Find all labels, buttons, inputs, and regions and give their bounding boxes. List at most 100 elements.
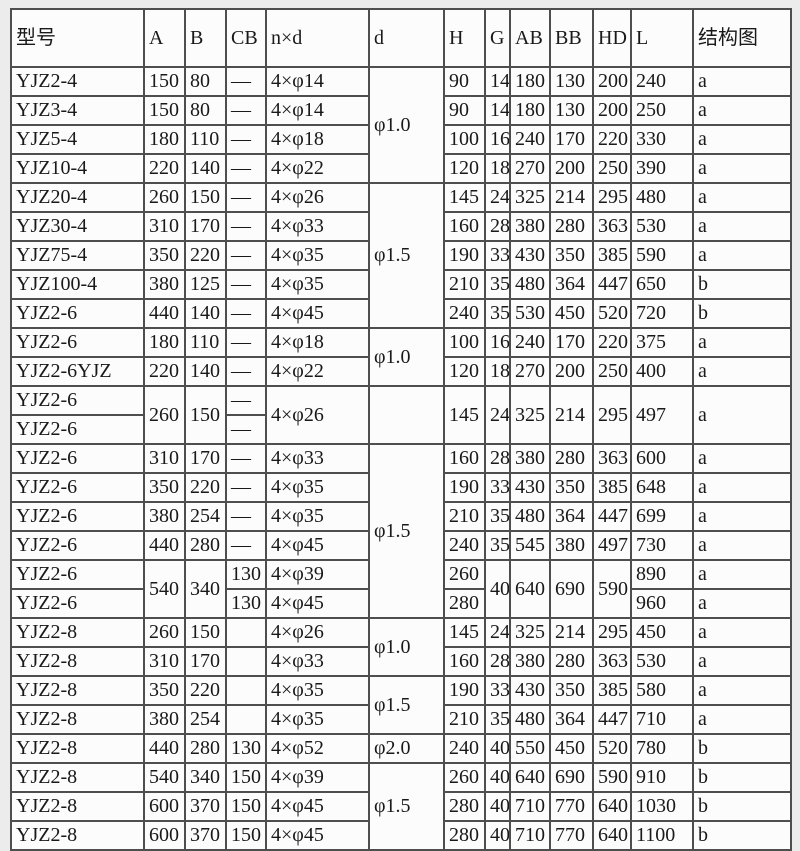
spec-table: 型号 A B CB n×d d H G AB BB HD L 结构图 YJZ2-4 150 80—4×φ14…: [10, 8, 792, 851]
table-cell: 350: [143, 472, 186, 503]
table-cell: 430: [509, 675, 551, 706]
table-cell: 447: [592, 704, 632, 735]
table-cell: 24: [484, 182, 511, 213]
table-row: YJZ5-4 180 110—4×φ18 100 16 240 170 220 330 a: [10, 124, 792, 155]
table-cell: 210: [443, 269, 486, 300]
table-cell: 710: [509, 791, 551, 822]
table-cell: 260: [143, 182, 186, 213]
table-cell: 450: [630, 617, 694, 648]
table-cell: a: [692, 646, 792, 677]
table-cell: 280: [549, 646, 594, 677]
model-cell: YJZ2-8: [10, 646, 145, 677]
table-cell: a: [692, 124, 792, 155]
table-cell: 590: [592, 559, 632, 619]
table-cell: 380: [509, 211, 551, 242]
table-cell: 770: [549, 820, 594, 851]
table-cell: 140: [184, 298, 227, 329]
table-cell: 24: [484, 385, 511, 445]
table-cell: 250: [592, 356, 632, 387]
table-cell: 1100: [630, 820, 694, 851]
table-row: YJZ2-6 350 220—4×φ35 190 33 430 350 385 648 a: [10, 472, 792, 503]
table-cell: 350: [549, 675, 594, 706]
table-cell: 80: [184, 66, 227, 97]
table-cell: 125: [184, 269, 227, 300]
model-cell: YJZ10-4: [10, 153, 145, 184]
table-cell: 4×φ33: [265, 646, 370, 677]
table-cell: 35: [484, 704, 511, 735]
table-cell: 364: [549, 704, 594, 735]
table-row: YJZ2-8 380 254 4×φ35 210 35 480 364 447 710 a: [10, 704, 792, 735]
table-cell: —: [225, 95, 267, 126]
table-cell: φ1.0: [368, 327, 445, 387]
table-cell: 280: [549, 211, 594, 242]
table-cell: 325: [509, 385, 551, 445]
table-cell: 600: [630, 443, 694, 474]
table-cell: a: [692, 588, 792, 619]
table-cell: 545: [509, 530, 551, 561]
table-cell: 33: [484, 675, 511, 706]
table-cell: 170: [549, 327, 594, 358]
table-cell: 240: [509, 124, 551, 155]
table-cell: 910: [630, 762, 694, 793]
table-cell: φ2.0: [368, 733, 445, 764]
table-cell: 400: [630, 356, 694, 387]
table-cell: 380: [509, 443, 551, 474]
table-cell: 4×φ45: [265, 588, 370, 619]
table-cell: 770: [549, 791, 594, 822]
table-cell: 4×φ39: [265, 559, 370, 590]
table-cell: 480: [509, 269, 551, 300]
table-cell: 370: [184, 820, 227, 851]
table-cell: 240: [443, 530, 486, 561]
table-cell: 640: [592, 791, 632, 822]
table-cell: φ1.5: [368, 762, 445, 851]
table-cell: [225, 704, 267, 735]
table-cell: 4×φ35: [265, 472, 370, 503]
table-cell: 40: [484, 762, 511, 793]
table-cell: 210: [443, 704, 486, 735]
table-cell: 590: [630, 240, 694, 271]
table-cell: a: [692, 443, 792, 474]
model-cell: YJZ2-6: [10, 501, 145, 532]
table-cell: 150: [184, 617, 227, 648]
column-header: HD: [592, 8, 632, 68]
table-cell: 180: [143, 327, 186, 358]
table-cell: [225, 617, 267, 648]
table-row: YJZ100-4 380 125—4×φ35 210 35 480 364 447 650 b: [10, 269, 792, 300]
header-row: 型号 A B CB n×d d H G AB BB HD L 结构图: [10, 8, 792, 68]
table-cell: 200: [592, 66, 632, 97]
table-cell: 200: [592, 95, 632, 126]
table-cell: 710: [630, 704, 694, 735]
table-row: YJZ2-6 440 280—4×φ45 240 35 545 380 497 730 a: [10, 530, 792, 561]
table-cell: 110: [184, 327, 227, 358]
column-header: 结构图: [692, 8, 792, 68]
table-cell: 220: [184, 675, 227, 706]
table-cell: 120: [443, 153, 486, 184]
table-cell: 24: [484, 617, 511, 648]
table-cell: 250: [592, 153, 632, 184]
table-cell: 100: [443, 124, 486, 155]
table-cell: 170: [184, 443, 227, 474]
table-cell: 363: [592, 646, 632, 677]
table-cell: 890: [630, 559, 694, 590]
table-cell: 520: [592, 298, 632, 329]
table-cell: 280: [443, 588, 486, 619]
table-cell: b: [692, 733, 792, 764]
table-cell: a: [692, 356, 792, 387]
table-cell: 145: [443, 385, 486, 445]
table-cell: 18: [484, 153, 511, 184]
table-cell: a: [692, 95, 792, 126]
table-cell: —: [225, 501, 267, 532]
table-cell: a: [692, 675, 792, 706]
table-cell: —: [225, 298, 267, 329]
table-cell: 220: [143, 153, 186, 184]
table-cell: 720: [630, 298, 694, 329]
table-cell: 240: [443, 733, 486, 764]
table-row: YJZ2-8 350 220 4×φ35 φ1.5 190 33 430 350 385 580 a: [10, 675, 792, 735]
table-cell: a: [692, 327, 792, 358]
table-cell: 80: [184, 95, 227, 126]
table-cell: 130: [549, 95, 594, 126]
table-cell: a: [692, 472, 792, 503]
table-cell: 260: [443, 762, 486, 793]
table-cell: 363: [592, 443, 632, 474]
table-cell: 4×φ45: [265, 820, 370, 851]
